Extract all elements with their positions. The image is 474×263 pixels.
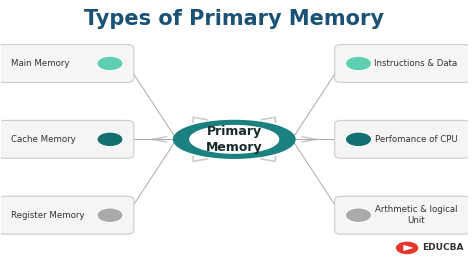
Circle shape xyxy=(124,138,130,141)
Text: Main Memory: Main Memory xyxy=(11,59,70,68)
Circle shape xyxy=(97,208,123,222)
Circle shape xyxy=(338,62,345,65)
Text: Types of Primary Memory: Types of Primary Memory xyxy=(84,8,384,29)
Circle shape xyxy=(97,56,123,71)
Text: Primary: Primary xyxy=(207,125,262,138)
Text: Register Memory: Register Memory xyxy=(11,211,84,220)
Circle shape xyxy=(346,56,372,71)
Circle shape xyxy=(338,213,345,217)
Text: Perfomance of CPU: Perfomance of CPU xyxy=(375,135,457,144)
FancyBboxPatch shape xyxy=(0,120,134,158)
FancyBboxPatch shape xyxy=(335,196,470,234)
Circle shape xyxy=(346,132,372,147)
Polygon shape xyxy=(190,125,279,153)
FancyBboxPatch shape xyxy=(0,44,134,82)
Text: Instructions & Data: Instructions & Data xyxy=(374,59,457,68)
Text: Arthmetic & logical
Unit: Arthmetic & logical Unit xyxy=(375,205,457,225)
Circle shape xyxy=(346,208,372,222)
Polygon shape xyxy=(403,245,414,251)
Circle shape xyxy=(396,242,418,254)
Polygon shape xyxy=(173,120,295,158)
Text: Cache Memory: Cache Memory xyxy=(11,135,76,144)
Circle shape xyxy=(97,132,123,147)
Circle shape xyxy=(124,62,130,65)
Text: EDUCBA: EDUCBA xyxy=(422,244,464,252)
Text: Memory: Memory xyxy=(206,141,263,154)
Circle shape xyxy=(338,138,345,141)
Circle shape xyxy=(124,213,130,217)
FancyBboxPatch shape xyxy=(0,196,134,234)
FancyBboxPatch shape xyxy=(335,120,470,158)
FancyBboxPatch shape xyxy=(335,44,470,82)
